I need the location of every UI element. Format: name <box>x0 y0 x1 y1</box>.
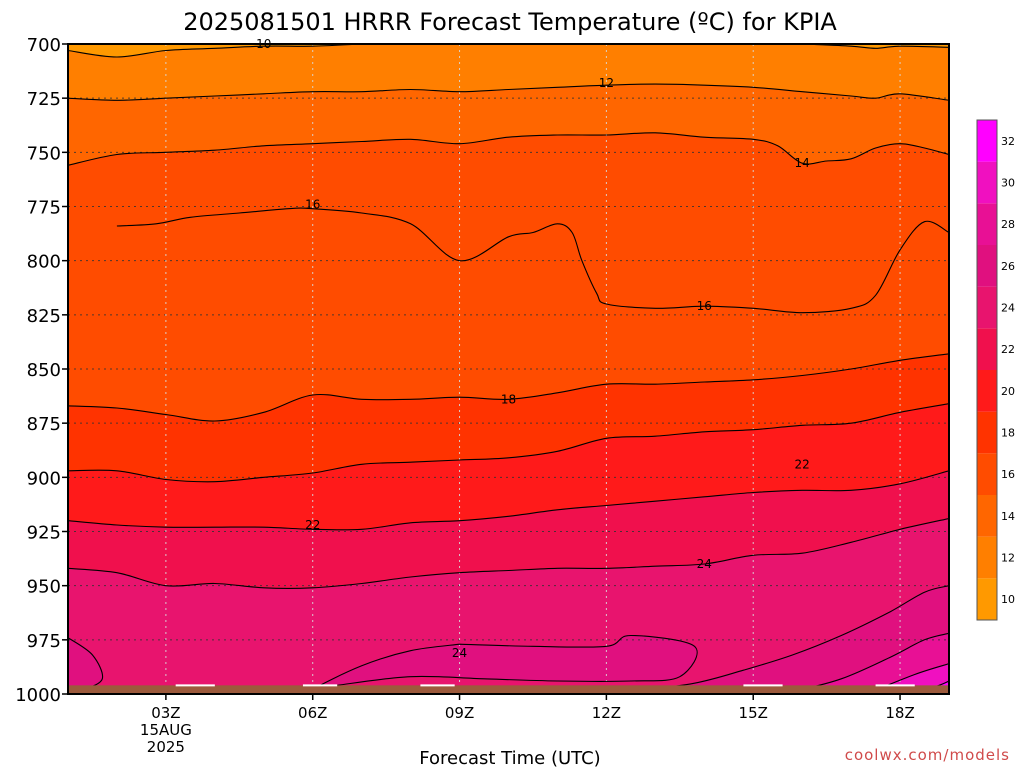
ground-strip <box>68 685 949 694</box>
colorbar-label: 20 <box>1001 385 1015 398</box>
x-tick-label: 18Z <box>885 704 914 722</box>
contour-label: 24 <box>452 646 467 660</box>
y-tick-label: 1000 <box>15 685 61 706</box>
y-tick-label: 700 <box>27 35 61 56</box>
y-tick-label: 925 <box>27 523 61 544</box>
contour-16 <box>116 207 949 314</box>
y-axis: 700 725 750 775 800 825 850 875 900 925 950 975 1000 <box>15 35 68 706</box>
colorbar-swatch <box>977 495 997 537</box>
contour-label: 16 <box>697 299 712 313</box>
colorbar-swatch <box>977 370 997 412</box>
contour-15 <box>68 132 949 166</box>
y-tick-label: 750 <box>27 143 61 164</box>
fill-pocket-1 <box>311 635 698 691</box>
contour-13 <box>68 83 949 101</box>
colorbar-label: 10 <box>1001 593 1015 606</box>
contour-19 <box>68 403 949 483</box>
ground-surface <box>68 684 949 694</box>
contour-label: 12 <box>599 76 614 90</box>
colorbar-label: 22 <box>1001 343 1015 356</box>
colorbar-label: 32 <box>1001 135 1015 148</box>
x-tick-year: 2025 <box>147 738 185 756</box>
contour-label: 22 <box>305 518 320 532</box>
x-tick-label: 09Z <box>445 704 474 722</box>
colorbar-swatch <box>977 578 997 620</box>
colorbar-frame <box>976 119 998 621</box>
y-tick-label: 800 <box>27 252 61 273</box>
contour-17 <box>68 353 949 422</box>
fill-band-23 <box>68 518 949 694</box>
colorbar-swatch <box>977 286 997 329</box>
colorbar-label: 14 <box>1001 510 1015 523</box>
fill-pocket-0 <box>68 637 103 694</box>
credit-text: coolwx.com/models <box>845 746 1010 764</box>
x-tick-label: 15Z <box>739 704 768 722</box>
contour-25 <box>630 585 949 693</box>
colorbar-swatch <box>977 536 997 579</box>
colorbar-swatch <box>977 203 997 245</box>
y-tick-label: 950 <box>27 577 61 598</box>
contour-23 <box>68 517 949 589</box>
contour-label: 14 <box>795 156 810 170</box>
colorbar-swatch <box>977 328 997 370</box>
colorbar-swatch <box>977 453 997 495</box>
y-tick-label: 850 <box>27 360 61 381</box>
y-tick-label: 725 <box>27 89 61 110</box>
contour-label: 22 <box>795 457 810 471</box>
colorbar-label: 30 <box>1001 177 1015 190</box>
colorbar: 10 12 14 16 18 20 22 24 26 28 30 32 <box>976 119 1015 621</box>
contour-pocket-1 <box>311 634 698 692</box>
colorbar-swatch <box>977 411 997 454</box>
x-tick-date: 15AUG <box>140 721 192 739</box>
x-tick-label: 03Z <box>151 704 180 722</box>
y-tick-label: 875 <box>27 414 61 435</box>
contour-label: 24 <box>697 557 712 571</box>
y-tick-label: 775 <box>27 198 61 219</box>
y-tick-label: 975 <box>27 631 61 652</box>
grid-lines <box>68 44 949 694</box>
contour-lines <box>68 44 949 694</box>
colorbar-swatch <box>977 161 997 204</box>
colorbar-swatch <box>977 245 997 287</box>
colorbar-label: 28 <box>1001 218 1015 231</box>
colorbar-label: 18 <box>1001 427 1015 440</box>
contour-label: 16 <box>305 197 320 211</box>
x-tick-label: 06Z <box>298 704 327 722</box>
x-tick-label: 12Z <box>592 704 621 722</box>
y-tick-label: 825 <box>27 306 61 327</box>
chart-title: 2025081501 HRRR Forecast Temperature (ºC… <box>183 8 837 36</box>
contour-11 <box>68 44 949 58</box>
colorbar-label: 16 <box>1001 468 1015 481</box>
y-tick-label: 900 <box>27 468 61 489</box>
colorbar-label: 12 <box>1001 552 1015 565</box>
contour-21 <box>68 470 949 531</box>
contour-label: 18 <box>501 392 516 406</box>
x-axis-label: Forecast Time (UTC) <box>419 748 600 768</box>
temperature-fill <box>68 44 949 694</box>
colorbar-label: 24 <box>1001 302 1015 315</box>
colorbar-label: 26 <box>1001 260 1015 273</box>
colorbar-swatch <box>977 120 997 162</box>
contour-27 <box>792 632 949 693</box>
